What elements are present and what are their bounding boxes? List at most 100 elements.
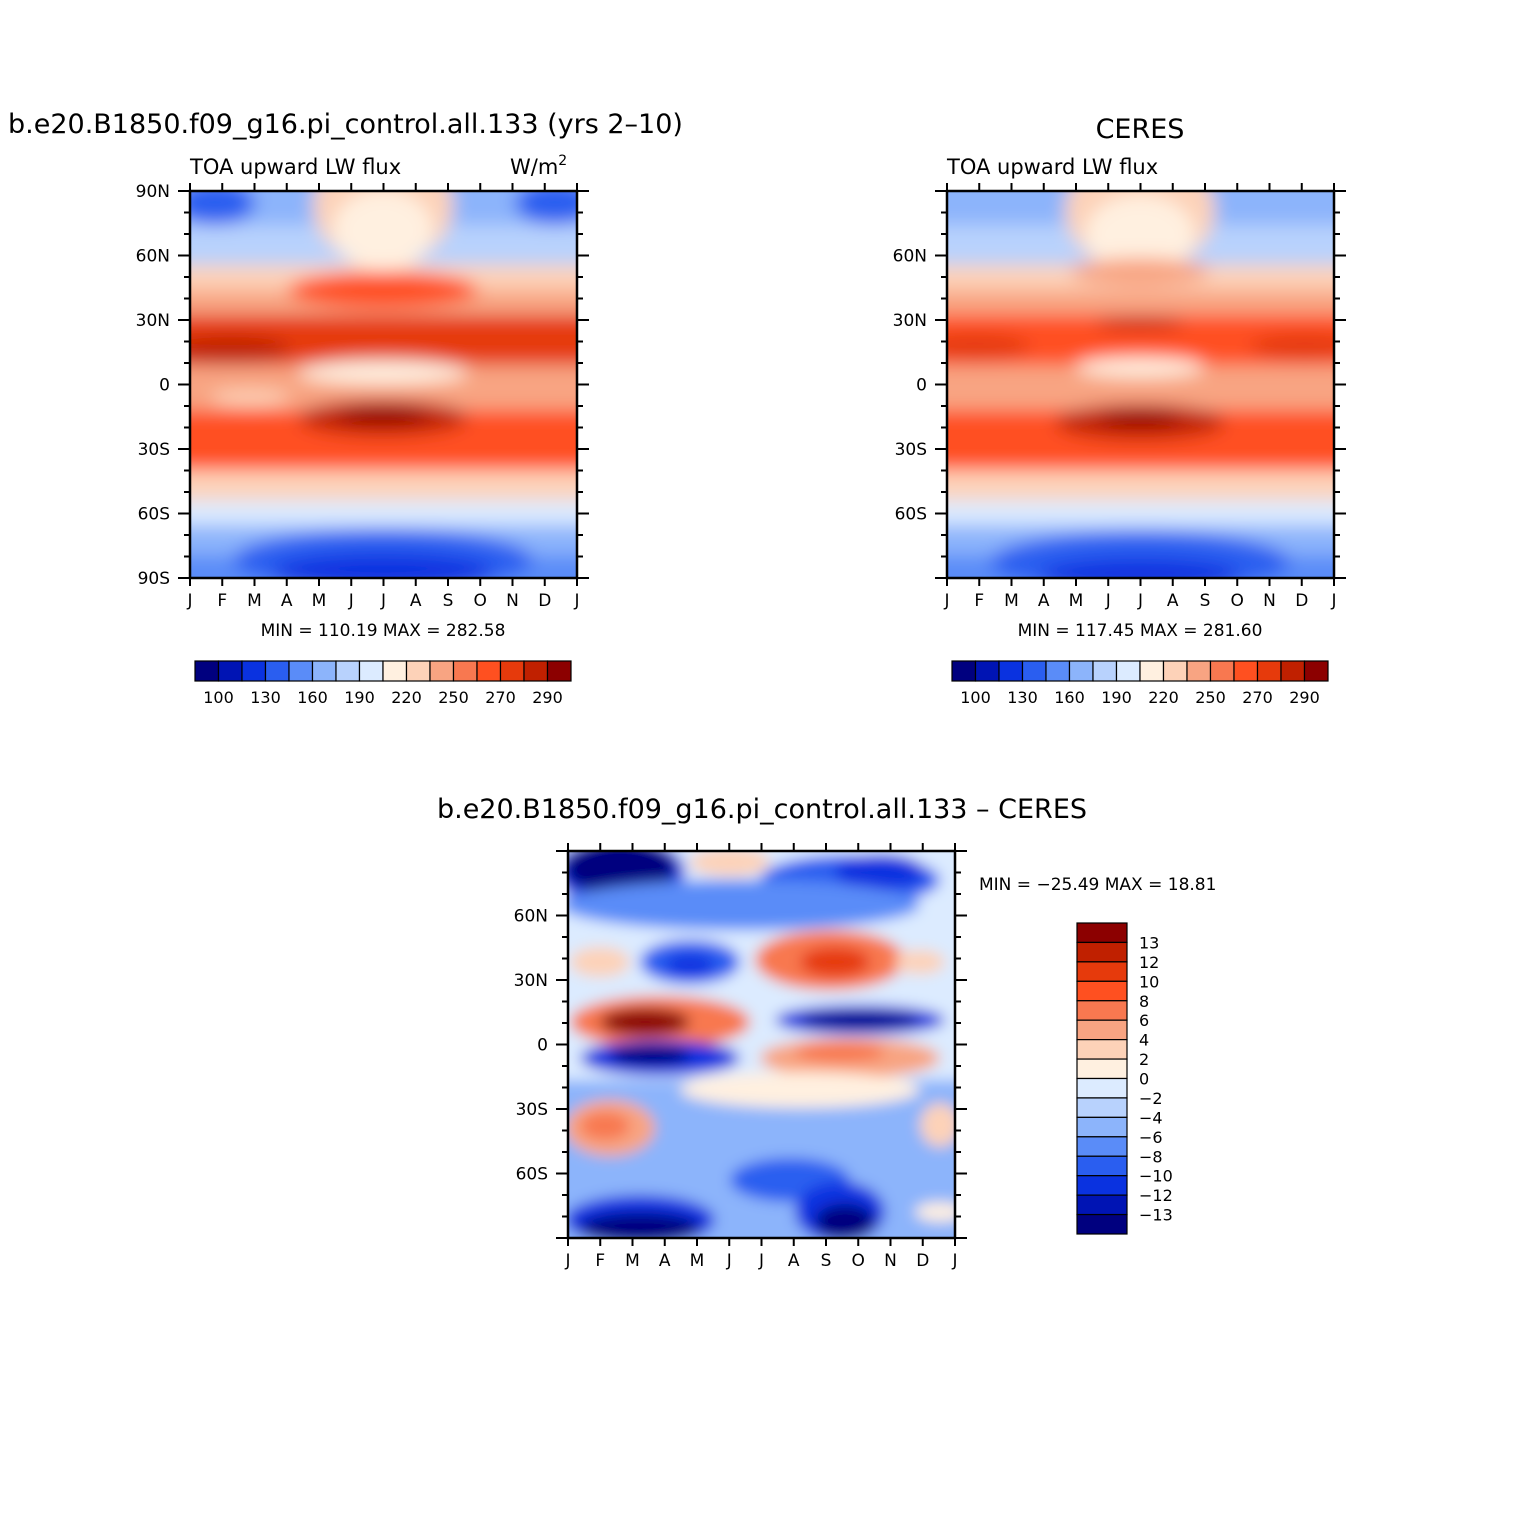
panel-ceres-title: CERES [1096,114,1185,145]
colorbar-label: −2 [1139,1089,1163,1108]
colorbar-label: 270 [1242,688,1273,707]
x-tick-label: F [974,591,984,611]
panel-model-units-base: W/m [510,155,558,179]
x-tick-label: A [1167,591,1179,611]
colorbar-box [1280,660,1306,682]
colorbar-label: 270 [485,688,516,707]
x-tick-label: M [1069,591,1084,611]
panel-model-variable-label: TOA upward LW flux [189,155,401,179]
x-tick-label: O [852,1251,865,1271]
colorbar-label: 2 [1139,1050,1149,1069]
y-tick-label: 60N [136,247,170,267]
colorbar-box [1076,1116,1128,1138]
colorbar-box [1076,1019,1128,1041]
panel-ceres-colorbar: 100 130 160 190 220 250 270 290 [951,660,1329,707]
colorbar-label: 160 [297,688,328,707]
colorbar-box [1076,941,1128,963]
x-tick-label: J [1137,591,1143,611]
colorbar-label: 6 [1139,1011,1149,1030]
colorbar-box [476,660,502,682]
x-tick-label: O [474,591,487,611]
colorbar-box [452,660,478,682]
panel-model-units-label: W/m2 [510,153,567,179]
colorbar-box [1256,660,1282,682]
y-tick-label: 30N [136,311,170,331]
x-tick-label: A [1038,591,1050,611]
colorbar-box [217,660,243,682]
x-tick-label: J [564,1251,570,1271]
x-tick-label: J [943,591,949,611]
x-tick-label: S [443,591,454,611]
y-tick-label: 30S [895,440,927,460]
x-tick-label: M [625,1251,640,1271]
colorbar-label: 190 [344,688,375,707]
colorbar-box [405,660,431,682]
panel-model-field [190,191,577,578]
colorbar-label: −10 [1139,1167,1173,1186]
colorbar-label: −12 [1139,1186,1173,1205]
colorbar-label: 8 [1139,992,1149,1011]
x-tick-label: J [573,591,579,611]
panel-model-colorbar: 100 130 160 190 220 250 270 290 [194,660,572,707]
colorbar-box [998,660,1024,682]
panel-model-title: b.e20.B1850.f09_g16.pi_control.all.133 (… [8,109,683,140]
x-tick-label: A [410,591,422,611]
colorbar-box [1209,660,1235,682]
colorbar-box [264,660,290,682]
colorbar-box [1021,660,1047,682]
colorbar-box [358,660,384,682]
colorbar-label: 0 [1139,1070,1149,1089]
colorbar-label: −8 [1139,1147,1163,1166]
colorbar-label: 290 [532,688,563,707]
colorbar-box [1303,660,1329,682]
x-tick-label: N [884,1251,897,1271]
colorbar-box [1076,1077,1128,1099]
colorbar-label: −4 [1139,1108,1163,1127]
x-tick-label: M [247,591,262,611]
y-tick-label: 30N [514,971,548,991]
colorbar-box [1076,1155,1128,1177]
colorbar-box [1076,980,1128,1002]
colorbar-box [1076,1097,1128,1118]
y-tick-label: 90S [138,569,170,589]
y-tick-label: 60N [893,247,927,267]
panel-difference-title: b.e20.B1850.f09_g16.pi_control.all.133 –… [437,794,1087,825]
panel-model: b.e20.B1850.f09_g16.pi_control.all.133 (… [8,109,683,707]
x-tick-label: J [1330,591,1336,611]
colorbar-label: 100 [960,688,991,707]
colorbar-label: 220 [391,688,422,707]
colorbar-box [1076,1213,1128,1235]
colorbar-label: 190 [1101,688,1132,707]
colorbar-box [1045,660,1071,682]
y-tick-label: 60S [516,1165,548,1185]
panel-difference: b.e20.B1850.f09_g16.pi_control.all.133 –… [437,794,1216,1271]
y-tick-label: 60S [138,505,170,525]
colorbar-box [288,660,314,682]
colorbar-box [335,660,361,682]
colorbar-box [951,660,977,682]
colorbar-box [1076,1039,1128,1060]
y-tick-label: 30S [516,1100,548,1120]
colorbar-box [1139,660,1165,682]
panel-difference-y-labels: 60N 30N 0 30S 60S [514,907,548,1185]
x-tick-label: D [1295,591,1308,611]
panel-ceres: CERES TOA upward LW flux [893,114,1346,707]
y-tick-label: 30N [893,311,927,331]
panel-ceres-variable-label: TOA upward LW flux [946,155,1158,179]
colorbar-label: 160 [1054,688,1085,707]
x-tick-label: A [281,591,293,611]
colorbar-label: 220 [1148,688,1179,707]
colorbar-box [1076,1175,1128,1196]
x-tick-label: F [217,591,227,611]
x-tick-label: F [595,1251,605,1271]
colorbar-label: 100 [203,688,234,707]
colorbar-box [1076,1058,1128,1080]
panel-ceres-axis-ticks [935,183,1346,586]
colorbar-box [499,660,525,682]
y-tick-label: 0 [537,1036,548,1056]
panel-difference-axis-ticks [556,843,967,1246]
